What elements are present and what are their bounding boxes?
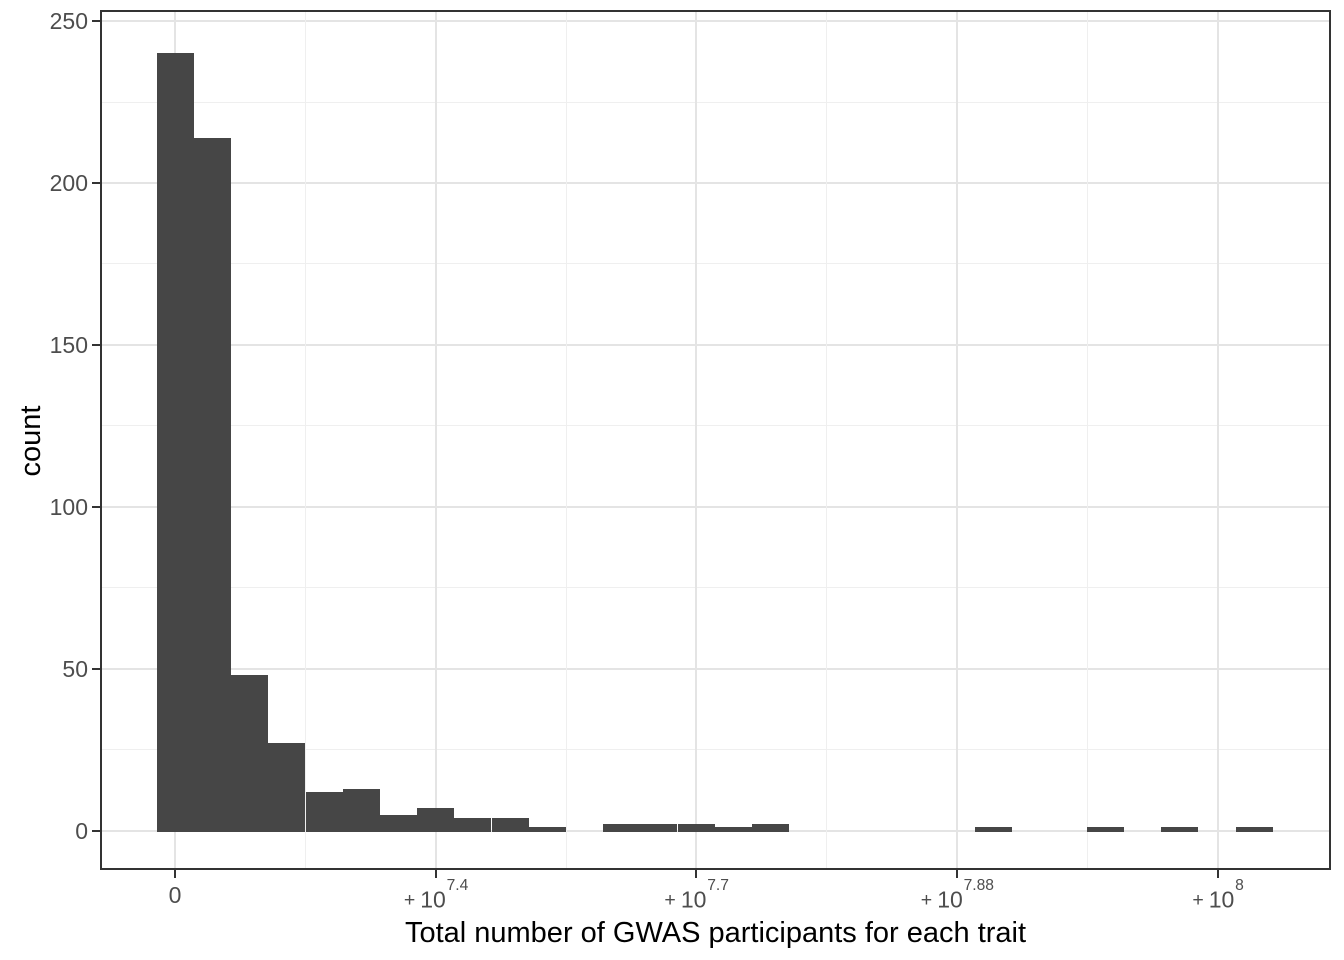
y-tick-mark [92,343,100,346]
y-tick-mark [92,505,100,508]
gridline-x-major [695,12,698,868]
y-tick-label: 200 [49,170,88,196]
histogram-bar [975,827,1013,832]
histogram-bar [417,808,455,832]
histogram-bar [1161,827,1199,832]
gridline-y-minor [102,425,1329,427]
plus-sign: + [664,889,676,912]
x-tick-mark [695,870,698,878]
exponent: 7.7 [707,877,729,895]
histogram-bar [342,788,380,832]
x-tick-label: 0 [168,882,182,908]
gridline-y-major [102,343,1329,346]
histogram-bar [1235,827,1273,832]
y-tick-label: 250 [49,8,88,35]
gridline-x-minor [304,12,306,868]
x-tick-mark [956,870,958,878]
x-axis-title: Total number of GWAS participants for ea… [404,917,1027,949]
y-tick-mark [92,667,100,670]
exponent: 7.88 [963,877,994,895]
y-tick-label: 50 [62,655,88,682]
x-tick-label: +108 [1192,877,1244,913]
y-tick-mark [92,829,100,832]
x-tick-label: +107.4 [403,877,469,913]
gridline-y-minor [102,587,1329,589]
histogram-bar [156,53,194,832]
histogram-bar [231,675,269,832]
plus-sign: + [920,889,933,912]
histogram-bar [1086,827,1124,832]
gridline-y-minor [102,263,1329,265]
x-tick-mark [174,870,176,878]
exponent: 7.4 [446,877,469,895]
plot-panel [100,10,1331,870]
histogram-bar [268,743,306,832]
histogram-bar [603,824,641,832]
gridline-y-major [102,20,1329,23]
histogram-bar [677,824,715,832]
histogram-bar [751,824,790,832]
histogram-bar [454,817,492,832]
y-tick-mark [92,182,100,184]
gridline-x-minor [565,12,567,868]
histogram-bar [714,827,752,832]
histogram-bar [491,817,529,832]
exponent: 8 [1235,877,1244,895]
histogram-bar [640,824,678,832]
plus-sign: + [1192,889,1204,912]
y-tick-label: 150 [49,331,88,358]
x-tick-label: +107.7 [664,877,729,913]
gridline-x-minor [1086,12,1088,868]
gridline-y-major [102,667,1329,670]
gridline-x-minor [826,12,828,868]
gridline-x-major [1216,12,1219,868]
histogram-bar [305,791,343,832]
gridline-y-minor [102,101,1329,103]
x-tick-mark [434,870,437,878]
gridline-y-major [102,505,1329,508]
y-tick-mark [92,20,100,23]
gridline-y-minor [102,749,1329,751]
gridline-y-major [102,182,1329,184]
plus-sign: + [403,889,416,912]
histogram-bar [528,827,566,832]
gridline-x-major [434,12,437,868]
histogram-bar [379,814,418,832]
y-axis-title: count [15,405,47,477]
x-tick-label: +107.88 [920,877,994,913]
y-tick-label: 100 [49,493,88,520]
x-tick-mark [1216,870,1219,878]
histogram-bar [193,137,232,832]
y-tick-label: 0 [75,817,88,844]
gridline-x-major [956,12,958,868]
